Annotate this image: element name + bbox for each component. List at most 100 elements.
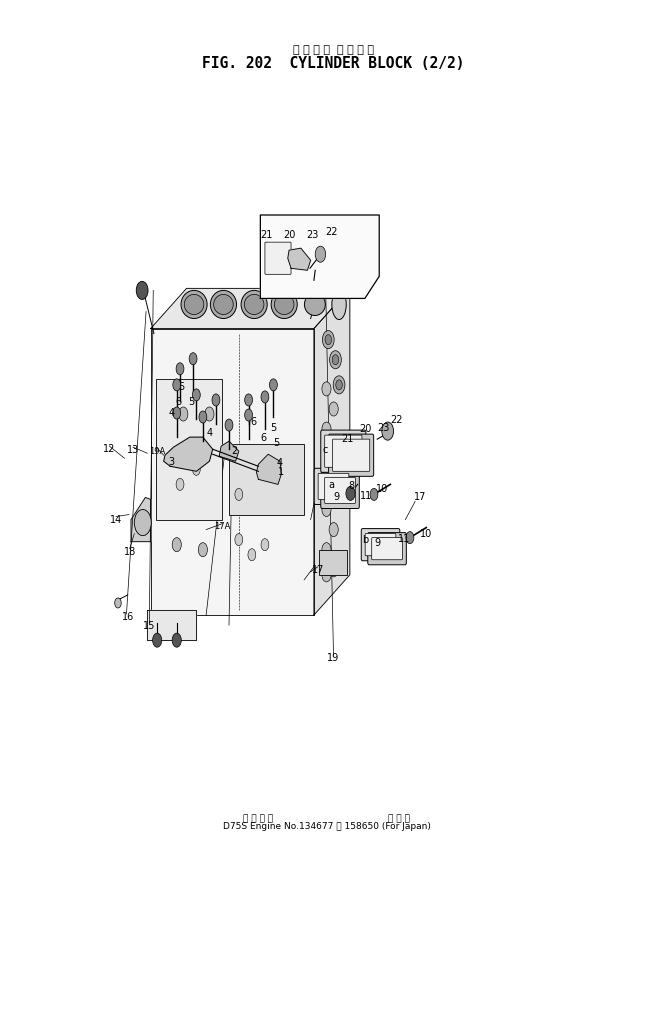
Polygon shape (163, 437, 213, 472)
Text: 適 用 号 機: 適 用 号 機 (243, 814, 273, 823)
Circle shape (315, 247, 325, 262)
Circle shape (322, 463, 331, 476)
Circle shape (172, 538, 181, 551)
Text: 9: 9 (334, 492, 340, 502)
FancyBboxPatch shape (318, 473, 349, 499)
Ellipse shape (181, 290, 207, 319)
Circle shape (334, 376, 345, 394)
Circle shape (269, 379, 277, 391)
Text: 4: 4 (206, 428, 213, 438)
Circle shape (212, 394, 220, 406)
Text: 21: 21 (341, 434, 354, 444)
Text: 4: 4 (276, 459, 282, 469)
Ellipse shape (274, 294, 294, 315)
FancyBboxPatch shape (329, 434, 374, 476)
Circle shape (198, 543, 207, 556)
Text: 5: 5 (270, 423, 277, 433)
Circle shape (173, 407, 181, 419)
Text: 9: 9 (374, 538, 380, 547)
Polygon shape (256, 454, 281, 484)
Circle shape (248, 548, 255, 560)
Text: 22: 22 (325, 227, 338, 237)
Polygon shape (151, 288, 350, 328)
Text: 4: 4 (169, 408, 175, 418)
FancyBboxPatch shape (325, 435, 362, 468)
Circle shape (332, 355, 339, 365)
Circle shape (173, 379, 181, 391)
FancyBboxPatch shape (362, 529, 400, 560)
Bar (319, 549, 347, 575)
Circle shape (329, 482, 338, 496)
Text: 10: 10 (420, 529, 432, 539)
Text: 17A: 17A (214, 522, 231, 531)
Circle shape (245, 394, 253, 406)
Bar (229, 444, 304, 515)
Circle shape (192, 464, 200, 475)
Ellipse shape (244, 294, 264, 315)
Circle shape (235, 488, 243, 500)
Circle shape (205, 407, 214, 421)
Text: 18: 18 (123, 547, 136, 556)
Circle shape (322, 502, 331, 517)
Text: 20: 20 (360, 424, 372, 434)
Text: 13: 13 (127, 445, 139, 455)
Circle shape (329, 351, 342, 369)
Circle shape (235, 534, 243, 546)
Circle shape (322, 568, 331, 582)
Text: 5: 5 (273, 438, 279, 448)
FancyBboxPatch shape (265, 243, 291, 274)
Circle shape (329, 562, 338, 577)
Text: 国 内 用: 国 内 用 (388, 814, 410, 823)
Text: 21: 21 (261, 230, 273, 240)
Circle shape (199, 411, 207, 423)
Circle shape (322, 382, 331, 396)
Ellipse shape (213, 294, 233, 315)
Text: 2: 2 (231, 446, 237, 457)
Circle shape (325, 334, 331, 344)
FancyBboxPatch shape (333, 439, 370, 472)
Text: 23: 23 (378, 423, 390, 433)
Text: 17: 17 (414, 492, 427, 502)
Text: c: c (322, 445, 327, 455)
Text: FIG. 202  CYLINDER BLOCK (2/2): FIG. 202 CYLINDER BLOCK (2/2) (202, 56, 465, 70)
Circle shape (329, 401, 338, 416)
Text: 6: 6 (175, 397, 182, 407)
Ellipse shape (332, 289, 346, 320)
Text: 8: 8 (349, 481, 355, 491)
Circle shape (261, 539, 269, 550)
Circle shape (322, 422, 331, 436)
FancyBboxPatch shape (325, 477, 356, 503)
Polygon shape (287, 249, 311, 270)
Polygon shape (131, 497, 151, 542)
Text: 14: 14 (110, 515, 122, 525)
Text: シ リ ン ダ  ブ ロ ッ ク: シ リ ン ダ ブ ロ ッ ク (293, 45, 374, 55)
Text: 19: 19 (327, 653, 340, 663)
Text: 22: 22 (391, 415, 403, 425)
Circle shape (225, 419, 233, 431)
Circle shape (322, 330, 334, 348)
Text: 6: 6 (260, 433, 266, 443)
Text: 11: 11 (360, 491, 372, 501)
Circle shape (370, 488, 378, 500)
Text: 10: 10 (376, 484, 388, 494)
Circle shape (192, 389, 200, 400)
Text: 17: 17 (311, 565, 324, 575)
FancyBboxPatch shape (372, 538, 402, 559)
FancyBboxPatch shape (321, 473, 360, 508)
FancyBboxPatch shape (368, 533, 406, 565)
Circle shape (176, 363, 184, 375)
Polygon shape (147, 610, 196, 640)
Text: D75S Engine No.134677 ～ 158650 (For Japan): D75S Engine No.134677 ～ 158650 (For Japa… (223, 821, 431, 830)
Circle shape (382, 422, 394, 440)
Circle shape (189, 353, 197, 365)
Text: 6: 6 (250, 417, 256, 427)
Ellipse shape (184, 294, 204, 315)
Text: 20: 20 (283, 230, 295, 240)
Circle shape (172, 633, 181, 647)
Polygon shape (219, 441, 239, 462)
Text: a: a (329, 480, 335, 490)
Circle shape (179, 407, 188, 421)
Text: 11: 11 (398, 534, 410, 544)
Polygon shape (151, 328, 314, 615)
Circle shape (406, 532, 414, 544)
